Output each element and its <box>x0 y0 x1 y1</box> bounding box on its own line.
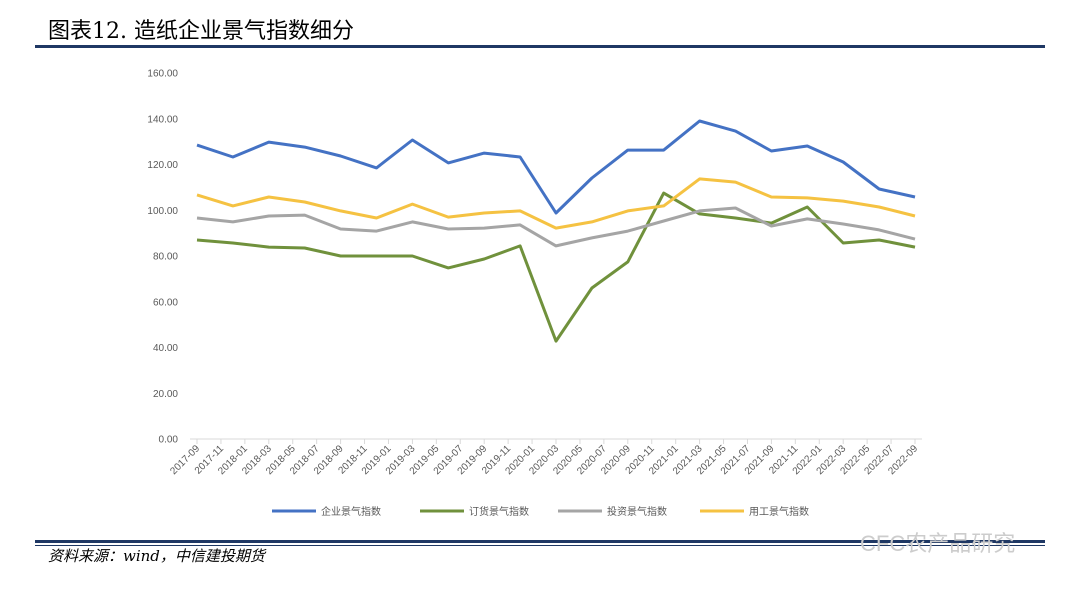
y-tick-label: 60.00 <box>153 297 178 308</box>
legend-label: 用工景气指数 <box>749 505 809 518</box>
series-line <box>196 177 916 230</box>
y-tick-label: 20.00 <box>153 389 178 400</box>
y-tick-label: 100.00 <box>147 206 178 217</box>
y-tick-label: 140.00 <box>147 114 178 125</box>
series-line <box>196 191 916 343</box>
footer-rule-thin <box>35 545 1045 546</box>
y-tick-label: 120.00 <box>147 160 178 171</box>
series-line <box>196 119 916 215</box>
legend-label: 订货景气指数 <box>469 505 529 518</box>
legend-label: 投资景气指数 <box>607 505 667 518</box>
title-rule <box>35 45 1045 48</box>
y-tick-label: 160.00 <box>147 69 178 80</box>
y-tick-label: 0.00 <box>159 435 179 446</box>
source: 资料来源：wind，中信建投期货 <box>48 547 267 565</box>
legend-label: 企业景气指数 <box>321 505 381 518</box>
footer-rule <box>35 540 1045 543</box>
chart-title: 图表12. 造纸企业景气指数细分 <box>48 19 354 44</box>
y-tick-label: 40.00 <box>153 343 178 354</box>
watermark: CFC农产品研究 <box>860 531 1015 556</box>
series-line <box>196 206 916 248</box>
y-tick-label: 80.00 <box>153 252 178 263</box>
